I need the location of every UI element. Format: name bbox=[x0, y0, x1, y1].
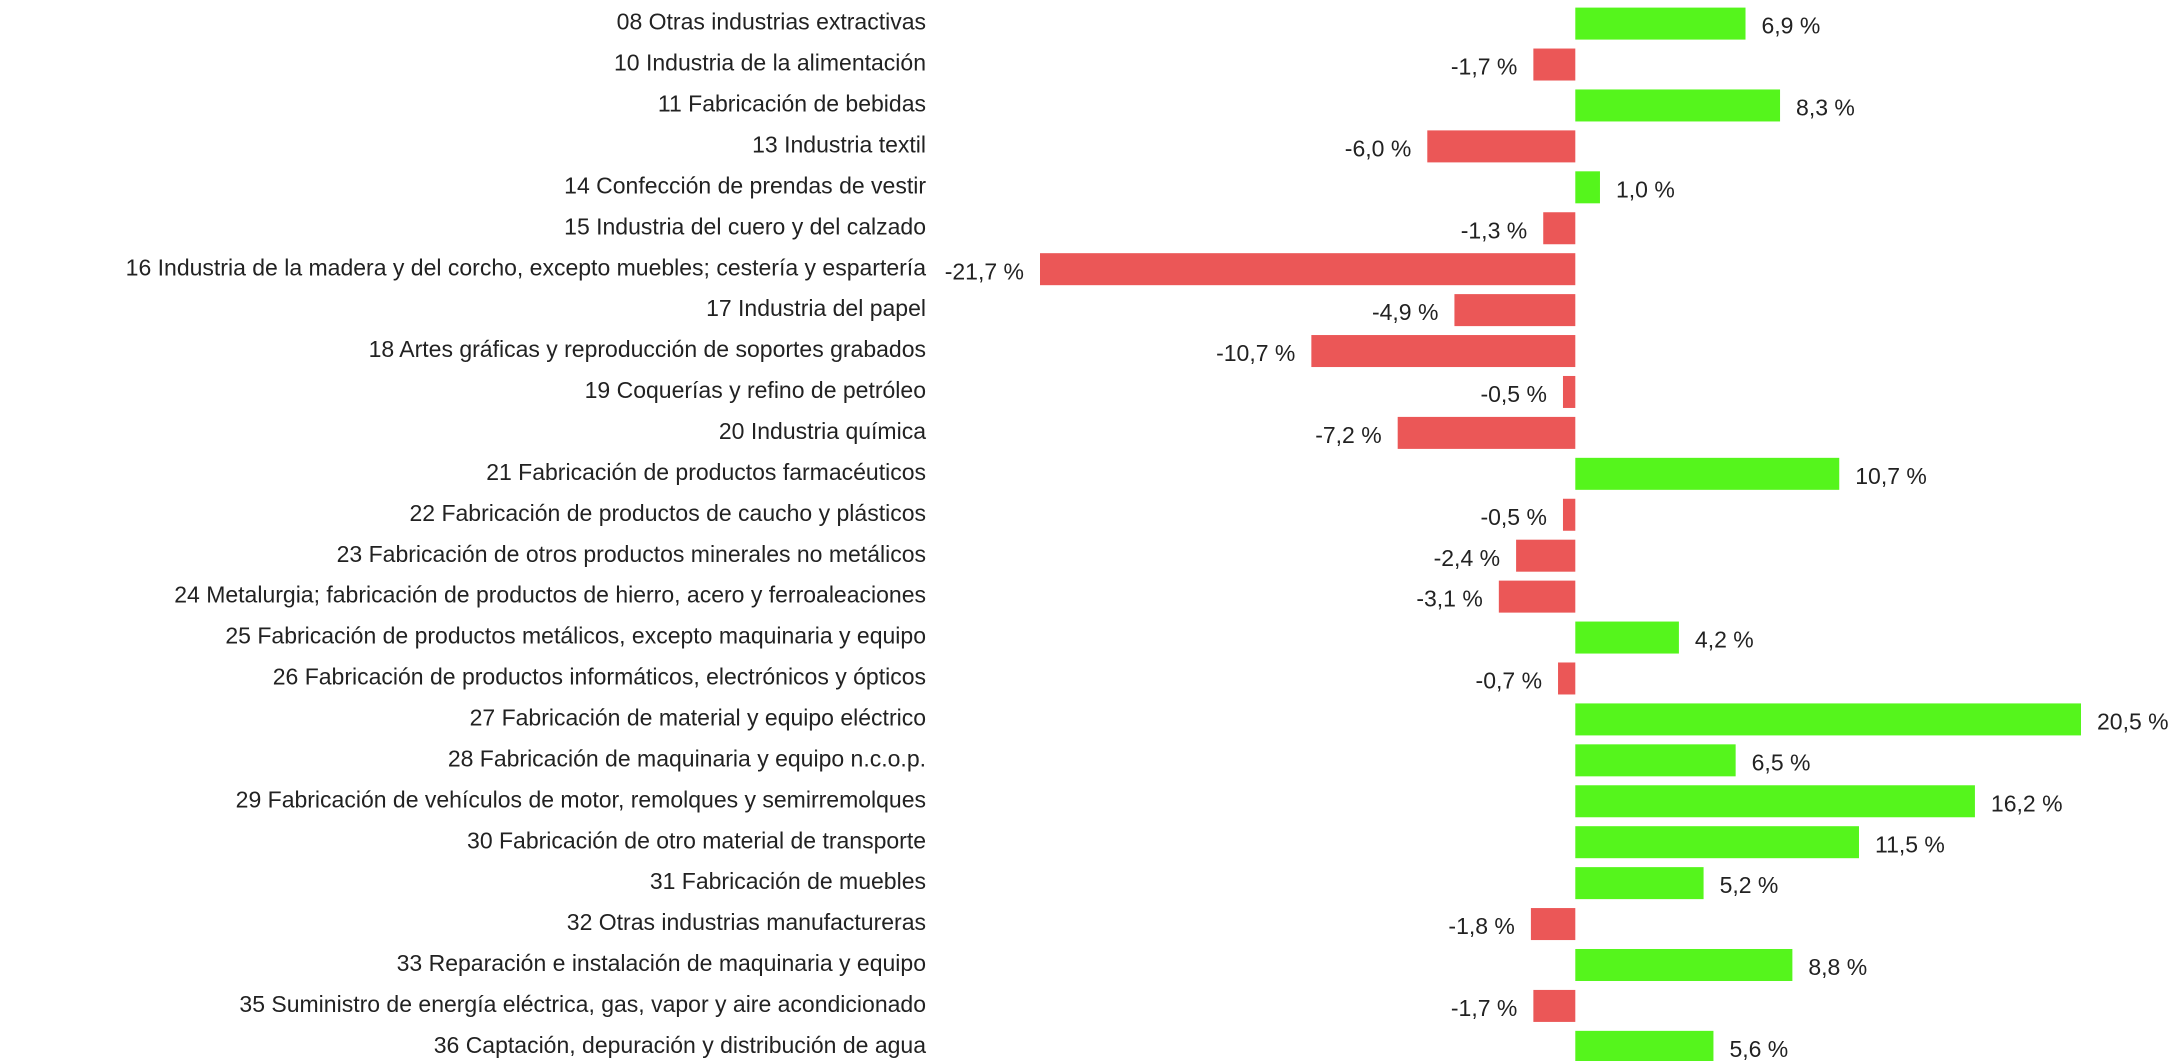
category-label: 10 Industria de la alimentación bbox=[614, 50, 926, 76]
category-label: 08 Otras industrias extractivas bbox=[617, 9, 926, 35]
bar bbox=[1575, 171, 1600, 204]
value-label: -1,7 % bbox=[1451, 54, 1517, 80]
bar bbox=[1533, 989, 1576, 1022]
value-label: -2,4 % bbox=[1434, 545, 1500, 571]
bar bbox=[1040, 253, 1576, 286]
value-label: 20,5 % bbox=[2097, 708, 2169, 734]
value-label: 8,3 % bbox=[1796, 95, 1855, 121]
value-label: -0,7 % bbox=[1476, 668, 1542, 694]
bar bbox=[1575, 826, 1859, 859]
category-label: 29 Fabricación de vehículos de motor, re… bbox=[236, 786, 926, 812]
category-label: 11 Fabricación de bebidas bbox=[658, 91, 926, 117]
value-label: 4,2 % bbox=[1695, 627, 1754, 653]
category-label: 22 Fabricación de productos de caucho y … bbox=[409, 500, 926, 526]
bar bbox=[1575, 1030, 1714, 1061]
value-label: -6,0 % bbox=[1345, 135, 1411, 161]
category-label: 20 Industria química bbox=[719, 418, 926, 444]
category-label: 14 Confección de prendas de vestir bbox=[564, 172, 926, 198]
value-label: 16,2 % bbox=[1991, 790, 2063, 816]
category-label: 30 Fabricación de otro material de trans… bbox=[467, 827, 926, 853]
bar bbox=[1498, 580, 1576, 613]
value-label: -0,5 % bbox=[1480, 504, 1546, 530]
value-label: 6,5 % bbox=[1752, 749, 1811, 775]
bar bbox=[1575, 621, 1679, 654]
bar bbox=[1575, 785, 1975, 818]
category-label: 26 Fabricación de productos informáticos… bbox=[273, 664, 926, 690]
value-label: 1,0 % bbox=[1616, 176, 1675, 202]
bar bbox=[1575, 948, 1793, 981]
category-label: 21 Fabricación de productos farmacéutico… bbox=[486, 459, 926, 485]
bar bbox=[1558, 662, 1576, 695]
category-label: 19 Coquerías y refino de petróleo bbox=[585, 377, 926, 403]
value-label: -4,9 % bbox=[1372, 299, 1438, 325]
value-label: 5,2 % bbox=[1720, 872, 1779, 898]
category-label: 23 Fabricación de otros productos minera… bbox=[337, 541, 926, 567]
category-label: 16 Industria de la madera y del corcho, … bbox=[126, 254, 927, 280]
value-label: -3,1 % bbox=[1416, 586, 1482, 612]
bar bbox=[1575, 457, 1840, 490]
category-label: 35 Suministro de energía eléctrica, gas,… bbox=[239, 991, 926, 1017]
value-label: -21,7 % bbox=[945, 258, 1024, 284]
category-label: 36 Captación, depuración y distribución … bbox=[434, 1032, 926, 1058]
value-label: 8,8 % bbox=[1808, 954, 1867, 980]
bar bbox=[1562, 375, 1576, 408]
value-label: -7,2 % bbox=[1315, 422, 1381, 448]
category-label: 27 Fabricación de material y equipo eléc… bbox=[470, 704, 926, 730]
category-label: 25 Fabricación de productos metálicos, e… bbox=[225, 623, 926, 649]
bar bbox=[1575, 744, 1736, 777]
bar bbox=[1533, 48, 1576, 81]
category-label: 32 Otras industrias manufactureras bbox=[567, 909, 926, 935]
value-label: -1,3 % bbox=[1461, 217, 1527, 243]
bar bbox=[1454, 294, 1576, 327]
bar bbox=[1530, 908, 1576, 941]
value-label: -1,7 % bbox=[1451, 995, 1517, 1021]
bar bbox=[1311, 335, 1576, 368]
category-label: 24 Metalurgia; fabricación de productos … bbox=[174, 582, 926, 608]
value-label: 6,9 % bbox=[1762, 13, 1821, 39]
bar bbox=[1397, 416, 1576, 449]
value-label: 5,6 % bbox=[1729, 1036, 1788, 1061]
value-label: 10,7 % bbox=[1855, 463, 1927, 489]
value-label: -1,8 % bbox=[1448, 913, 1514, 939]
bar bbox=[1575, 867, 1704, 900]
category-label: 15 Industria del cuero y del calzado bbox=[564, 213, 926, 239]
category-label: 28 Fabricación de maquinaria y equipo n.… bbox=[448, 745, 926, 771]
category-label: 33 Reparación e instalación de maquinari… bbox=[397, 950, 926, 976]
bar bbox=[1575, 703, 2081, 736]
bar bbox=[1575, 7, 1746, 40]
bar bbox=[1427, 130, 1576, 163]
bar bbox=[1575, 89, 1781, 122]
category-label: 13 Industria textil bbox=[752, 131, 926, 157]
bar bbox=[1516, 539, 1576, 572]
value-label: -10,7 % bbox=[1216, 340, 1295, 366]
category-label: 31 Fabricación de muebles bbox=[650, 868, 926, 894]
value-label: 11,5 % bbox=[1875, 831, 1945, 857]
bar bbox=[1543, 212, 1576, 245]
bar bbox=[1562, 498, 1576, 531]
category-label: 17 Industria del papel bbox=[706, 295, 926, 321]
value-label: -0,5 % bbox=[1480, 381, 1546, 407]
category-label: 18 Artes gráficas y reproducción de sopo… bbox=[369, 336, 926, 362]
